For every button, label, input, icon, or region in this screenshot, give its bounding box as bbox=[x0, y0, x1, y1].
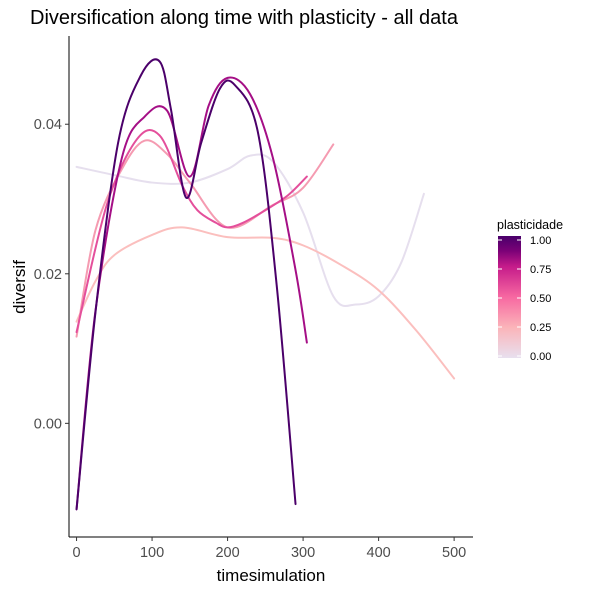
series-line-5 bbox=[75, 58, 297, 511]
series-line-3 bbox=[75, 129, 308, 334]
y-tick-label: 0.02 bbox=[34, 267, 62, 283]
series-line-2 bbox=[75, 139, 335, 338]
y-tick-label: 0.04 bbox=[34, 117, 62, 133]
x-tick-label: 400 bbox=[367, 545, 391, 561]
series-line-0 bbox=[75, 153, 425, 308]
series-line-1 bbox=[75, 226, 456, 380]
y-ticks: 0.00 0.02 0.04 bbox=[34, 117, 69, 432]
legend: plasticidade 1.00 0.75 0.50 0.25 0.00 bbox=[497, 218, 563, 363]
x-ticks: 0 100 200 300 400 500 bbox=[73, 537, 466, 561]
legend-tick-label: 1.00 bbox=[530, 235, 551, 247]
colorbar bbox=[498, 236, 521, 358]
legend-tick-label: 0.75 bbox=[530, 264, 551, 276]
x-axis-label: timesimulation bbox=[217, 566, 326, 585]
x-tick-label: 100 bbox=[140, 545, 164, 561]
legend-tick-label: 0.00 bbox=[530, 351, 551, 363]
x-tick-label: 0 bbox=[73, 545, 81, 561]
y-axis-label: diversif bbox=[10, 260, 29, 314]
legend-tick-label: 0.50 bbox=[530, 293, 551, 305]
x-tick-label: 200 bbox=[215, 545, 239, 561]
legend-ticks: 1.00 0.75 0.50 0.25 0.00 bbox=[498, 235, 551, 363]
x-tick-label: 300 bbox=[291, 545, 315, 561]
legend-tick-label: 0.25 bbox=[530, 322, 551, 334]
x-tick-label: 500 bbox=[442, 545, 466, 561]
chart-title: Diversification along time with plastici… bbox=[30, 7, 459, 29]
y-tick-label: 0.00 bbox=[34, 416, 62, 432]
legend-title: plasticidade bbox=[497, 218, 563, 232]
series-line-4 bbox=[75, 76, 308, 511]
series-group bbox=[75, 58, 456, 511]
